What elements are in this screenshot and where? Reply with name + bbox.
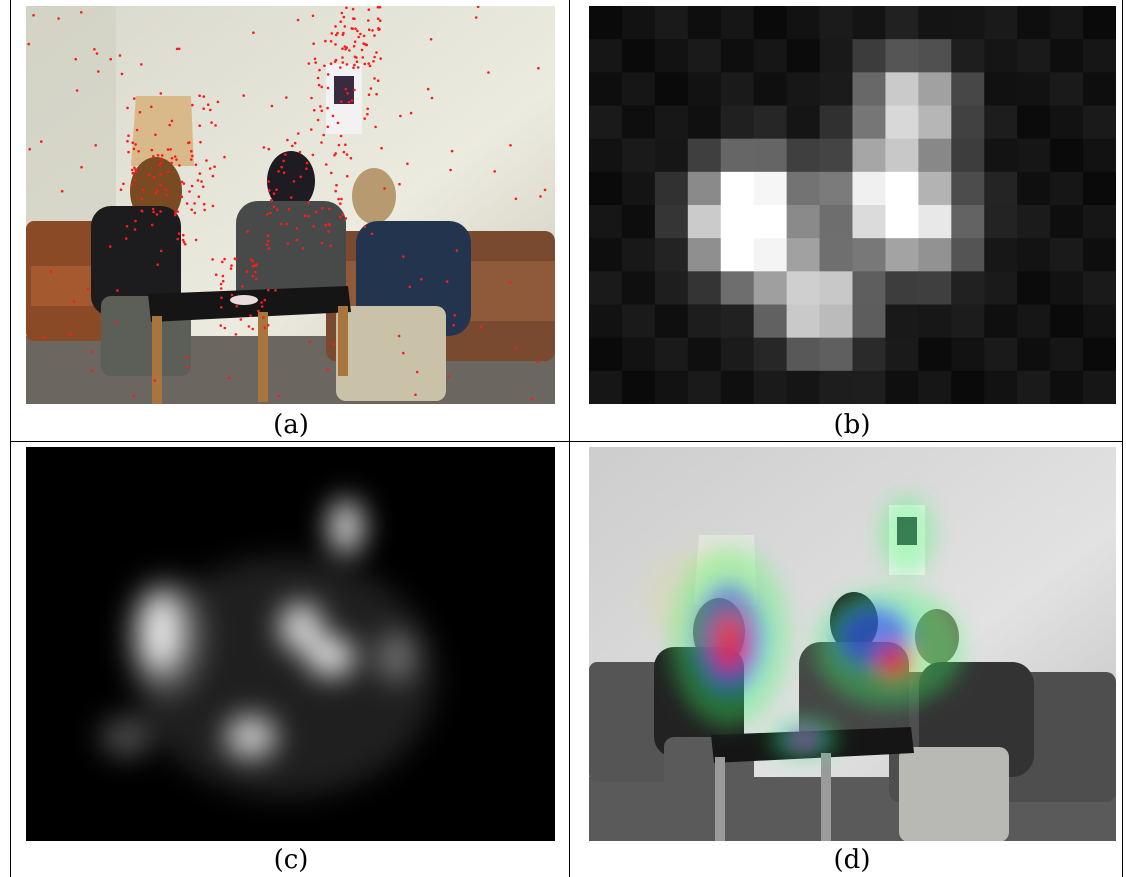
caption-d: (d) [833,845,871,875]
table-border-right [1122,0,1123,877]
panel-a-image [26,6,555,404]
table-border-row [10,441,1123,442]
caption-c: (c) [273,845,309,875]
table-border-middle [569,0,570,877]
caption-b: (b) [833,410,871,440]
caption-a: (a) [273,410,309,440]
panel-d-image [589,447,1116,841]
panel-c-image [26,447,555,841]
panel-b-image [589,6,1116,404]
table-border-left [10,0,11,877]
